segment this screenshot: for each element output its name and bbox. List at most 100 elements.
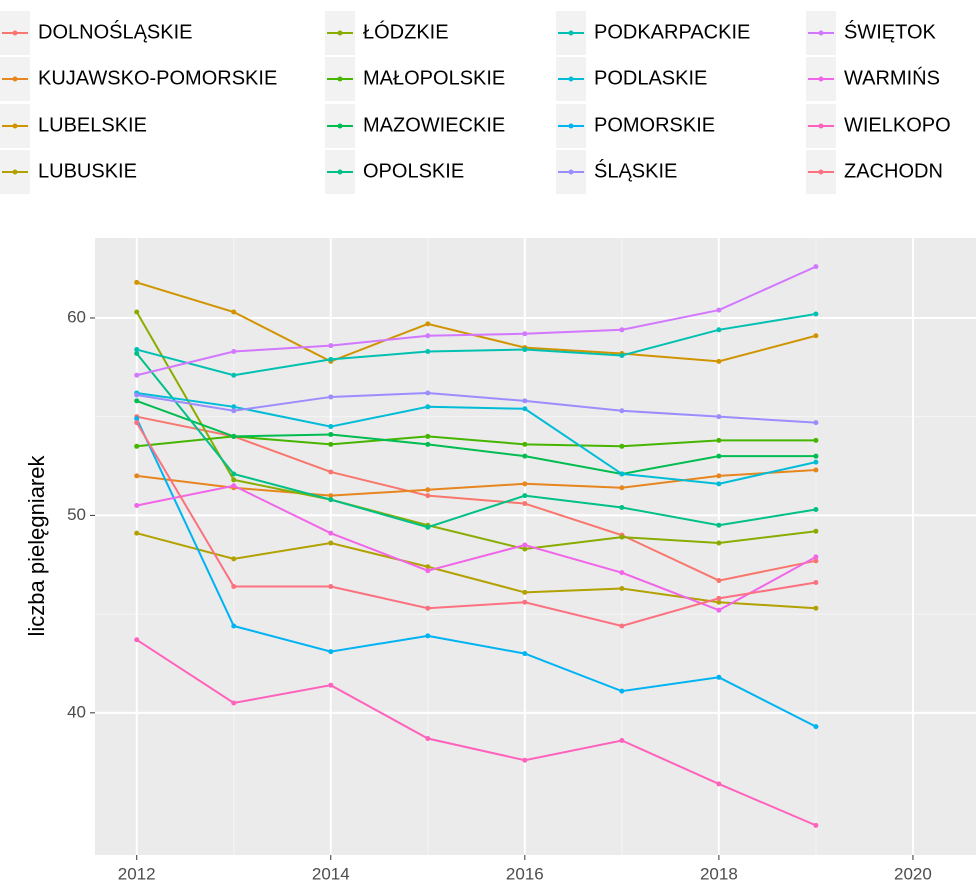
point <box>425 633 431 639</box>
point <box>134 309 140 315</box>
series-line <box>136 391 816 424</box>
legend-label: ŁÓDZKIE <box>363 20 449 43</box>
point <box>134 637 140 643</box>
y-tick-label: 60 <box>67 307 86 326</box>
point <box>813 554 819 560</box>
point <box>619 485 625 491</box>
point <box>134 503 140 509</box>
point <box>813 467 819 473</box>
point <box>425 321 431 327</box>
point <box>231 471 237 477</box>
legend-label: POMORSKIE <box>594 114 715 136</box>
point <box>522 546 528 552</box>
series-line <box>136 392 817 485</box>
point <box>813 558 819 564</box>
point <box>231 433 237 439</box>
point <box>134 279 140 285</box>
point <box>328 530 334 536</box>
point <box>231 309 237 315</box>
point <box>425 524 431 530</box>
legend-label: ZACHODN <box>844 160 943 182</box>
point <box>619 737 625 743</box>
point <box>134 351 140 357</box>
point <box>425 736 431 742</box>
point <box>716 578 722 584</box>
point <box>328 649 334 655</box>
point <box>716 327 722 333</box>
point <box>425 404 431 410</box>
series-line <box>136 265 817 377</box>
point <box>813 605 819 611</box>
point <box>619 408 625 414</box>
x-tick-label: 2018 <box>700 864 738 883</box>
point <box>522 406 528 412</box>
point <box>328 441 334 447</box>
point <box>522 501 528 507</box>
point <box>522 599 528 605</box>
point <box>813 264 819 270</box>
series-line <box>135 418 817 728</box>
point <box>134 372 140 378</box>
point <box>619 585 625 591</box>
point <box>522 481 528 487</box>
point <box>231 349 237 355</box>
point <box>328 343 334 349</box>
series-line <box>135 352 817 529</box>
point <box>328 469 334 475</box>
point <box>328 431 334 437</box>
legend-swatch-point <box>337 76 343 82</box>
point <box>716 540 722 546</box>
point <box>328 394 334 400</box>
point <box>522 757 528 763</box>
series-line <box>136 435 816 448</box>
panel <box>95 238 976 855</box>
legend-label: PODLASKIE <box>594 67 707 89</box>
point <box>813 420 819 426</box>
legend-label: MAZOWIECKIE <box>363 114 505 136</box>
point <box>328 682 334 688</box>
point <box>813 311 819 317</box>
point <box>716 473 722 479</box>
point <box>716 414 722 420</box>
point <box>619 623 625 629</box>
series-line <box>136 638 817 827</box>
point <box>134 420 140 426</box>
point <box>522 441 528 447</box>
point <box>328 540 334 546</box>
legend-swatch-point <box>818 76 824 82</box>
legend-label: OPOLSKIE <box>363 160 464 182</box>
point <box>619 327 625 333</box>
legend-swatch-point <box>12 30 18 36</box>
y-tick-label: 40 <box>67 702 86 721</box>
legend-swatch-point <box>568 30 574 36</box>
point <box>231 404 237 410</box>
point <box>425 441 431 447</box>
point <box>425 493 431 499</box>
legend-label: DOLNOŚLĄSKIE <box>38 19 193 43</box>
point <box>813 506 819 512</box>
point <box>813 528 819 534</box>
series-line <box>136 468 816 497</box>
point <box>522 331 528 337</box>
point <box>134 347 140 353</box>
point <box>619 443 625 449</box>
point <box>231 556 237 562</box>
legend-label: KUJAWSKO-POMORSKIE <box>38 67 277 89</box>
legend-label: MAŁOPOLSKIE <box>363 67 505 89</box>
legend-label: WIELKOPO <box>844 114 951 136</box>
legend-swatch-point <box>818 123 824 129</box>
point <box>425 568 431 574</box>
y-tick-label: 50 <box>67 505 86 524</box>
legend-swatch-point <box>818 30 824 36</box>
point <box>619 471 625 477</box>
series-line <box>136 415 817 582</box>
point <box>716 307 722 313</box>
point <box>134 416 140 422</box>
point <box>522 542 528 548</box>
point <box>813 437 819 443</box>
legend-swatch-point <box>337 123 343 129</box>
point <box>425 433 431 439</box>
legend-label: LUBUSKIE <box>38 160 137 182</box>
point <box>328 583 334 589</box>
